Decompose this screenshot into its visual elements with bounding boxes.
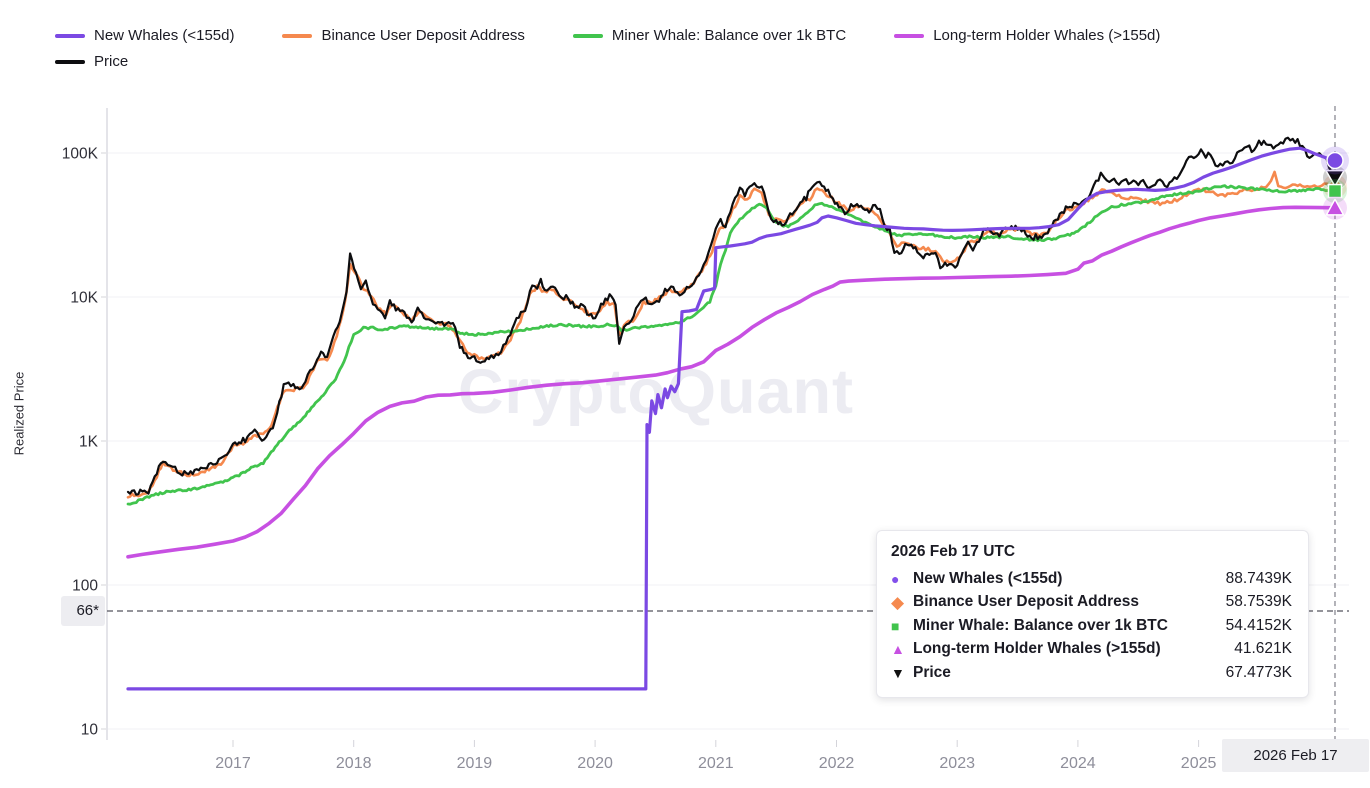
tooltip: 2026 Feb 17 UTC ● New Whales (<155d) 88.…	[876, 530, 1309, 698]
tooltip-value: 41.621K	[1234, 640, 1292, 658]
x-tick-label: 2021	[698, 755, 734, 772]
x-tick-label: 2025	[1181, 755, 1217, 772]
legend-item-binance-deposit[interactable]: Binance User Deposit Address	[282, 27, 525, 44]
tooltip-value: 67.4773K	[1225, 663, 1292, 681]
legend-item-price[interactable]: Price	[55, 53, 128, 70]
tooltip-label: Miner Whale: Balance over 1k BTC	[913, 616, 1168, 634]
triangle-up-marker-icon: ▲	[891, 641, 905, 658]
triangle-down-marker-icon: ▼	[891, 664, 905, 681]
price-swatch	[55, 59, 85, 64]
lth-whales-swatch	[894, 33, 925, 38]
tooltip-value: 58.7539K	[1225, 593, 1292, 611]
x-tick-label: 2017	[215, 755, 251, 772]
legend-row-2: Price	[55, 53, 1160, 70]
tooltip-row-binance-deposit: ◆ Binance User Deposit Address 58.7539K	[891, 591, 1292, 615]
legend-label-price: Price	[94, 53, 129, 70]
tooltip-value: 54.4152K	[1225, 616, 1292, 634]
series-line-new-whales[interactable]	[126, 146, 1337, 691]
tooltip-date: 2026 Feb 17 UTC	[891, 543, 1016, 560]
tooltip-row-lth-whales: ▲ Long-term Holder Whales (>155d) 41.621…	[891, 638, 1292, 662]
y-tick-label: 10	[81, 722, 99, 739]
cursor-date-box: 2026 Feb 17	[1222, 739, 1369, 772]
x-tick-label: 2023	[939, 755, 975, 772]
tooltip-label: Long-term Holder Whales (>155d)	[913, 640, 1161, 658]
legend-item-lth-whales[interactable]: Long-term Holder Whales (>155d)	[894, 27, 1160, 44]
tooltip-row-price: ▼ Price 67.4773K	[891, 661, 1292, 685]
tooltip-label: Price	[913, 663, 951, 681]
legend-label-lth-whales: Long-term Holder Whales (>155d)	[933, 27, 1161, 44]
y-tick-label: 100	[72, 578, 98, 595]
legend: New Whales (<155d) Binance User Deposit …	[55, 27, 1160, 79]
legend-label-binance-deposit: Binance User Deposit Address	[321, 27, 525, 44]
threshold-label: 66*	[61, 595, 105, 626]
price-end-marker[interactable]	[1324, 169, 1346, 188]
series-line-miner-whale[interactable]	[126, 184, 1337, 506]
legend-item-new-whales[interactable]: New Whales (<155d)	[55, 27, 234, 44]
series-line-binance-deposit[interactable]	[126, 170, 1337, 499]
x-tick-label: 2018	[336, 755, 372, 772]
diamond-marker-icon: ◆	[891, 592, 905, 612]
tooltip-row-new-whales: ● New Whales (<155d) 88.7439K	[891, 567, 1292, 591]
tooltip-row-miner-whale: ■ Miner Whale: Balance over 1k BTC 54.41…	[891, 614, 1292, 638]
series-line-lth-whales[interactable]	[126, 205, 1337, 559]
miner-whale-swatch	[572, 33, 603, 38]
y-tick-label: 100K	[62, 146, 99, 163]
y-axis-title: Realized Price	[11, 371, 27, 456]
new-whales-swatch	[55, 33, 85, 38]
x-tick-label: 2020	[577, 755, 613, 772]
lth-whales-end-marker[interactable]	[1325, 197, 1345, 216]
series-line-price[interactable]	[126, 136, 1337, 496]
legend-item-miner-whale[interactable]: Miner Whale: Balance over 1k BTC	[572, 27, 847, 44]
binance-deposit-swatch	[282, 33, 313, 38]
new-whales-end-marker[interactable]	[1326, 151, 1344, 170]
legend-label-miner-whale: Miner Whale: Balance over 1k BTC	[611, 27, 847, 44]
watermark: CryptoQuant	[458, 357, 854, 427]
miner-whale-end-marker[interactable]	[1327, 183, 1343, 199]
circle-marker-icon: ●	[891, 570, 900, 587]
y-tick-label: 1K	[79, 434, 99, 451]
tooltip-value: 88.7439K	[1225, 569, 1292, 587]
x-tick-label: 2022	[819, 755, 855, 772]
square-marker-icon: ■	[891, 617, 900, 634]
legend-row-1: New Whales (<155d) Binance User Deposit …	[55, 27, 1160, 44]
y-tick-label: 10K	[70, 290, 98, 307]
tooltip-label: New Whales (<155d)	[913, 569, 1063, 587]
tooltip-label: Binance User Deposit Address	[913, 593, 1139, 611]
x-tick-label: 2019	[457, 755, 493, 772]
legend-label-new-whales: New Whales (<155d)	[94, 27, 235, 44]
x-tick-label: 2024	[1060, 755, 1096, 772]
